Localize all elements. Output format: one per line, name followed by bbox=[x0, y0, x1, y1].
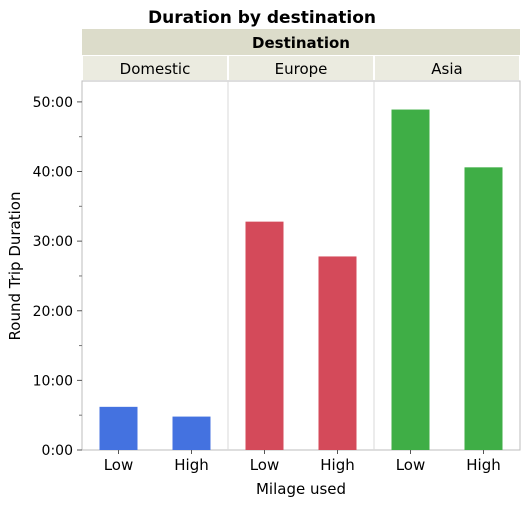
bar-europe-low bbox=[245, 221, 284, 450]
y-tick-label: 0:00 bbox=[42, 443, 73, 459]
group-header-asia bbox=[375, 56, 519, 80]
y-tick-label: 10:00 bbox=[33, 373, 73, 389]
x-tick-label: Low bbox=[250, 456, 280, 474]
x-tick-label: High bbox=[320, 456, 354, 474]
plot-area bbox=[81, 80, 521, 451]
y-tick-label: 50:00 bbox=[33, 95, 73, 111]
destination-header bbox=[82, 29, 520, 55]
y-tick-label: 40:00 bbox=[33, 165, 73, 181]
y-tick-label: 20:00 bbox=[33, 304, 73, 320]
x-tick-label: High bbox=[174, 456, 208, 474]
chart-title: Duration by destination bbox=[148, 8, 376, 28]
bar-europe-high bbox=[318, 256, 357, 450]
x-axis-label: Milage used bbox=[256, 480, 346, 498]
group-header-label: Domestic bbox=[120, 60, 191, 78]
x-tick-label: Low bbox=[104, 456, 134, 474]
y-axis-label: Round Trip Duration bbox=[6, 192, 24, 341]
bar-asia-low bbox=[391, 109, 430, 450]
destination-header-label: Destination bbox=[252, 34, 350, 52]
x-tick-label: High bbox=[466, 456, 500, 474]
bar-domestic-low bbox=[99, 406, 138, 450]
group-header-europe bbox=[229, 56, 373, 80]
group-header-domestic bbox=[83, 56, 227, 80]
group-header-label: Asia bbox=[431, 60, 462, 78]
bar-asia-high bbox=[464, 167, 503, 450]
bar-domestic-high bbox=[172, 416, 211, 450]
x-tick-label: Low bbox=[396, 456, 426, 474]
y-tick-label: 30:00 bbox=[33, 234, 73, 250]
group-header-label: Europe bbox=[275, 60, 328, 78]
